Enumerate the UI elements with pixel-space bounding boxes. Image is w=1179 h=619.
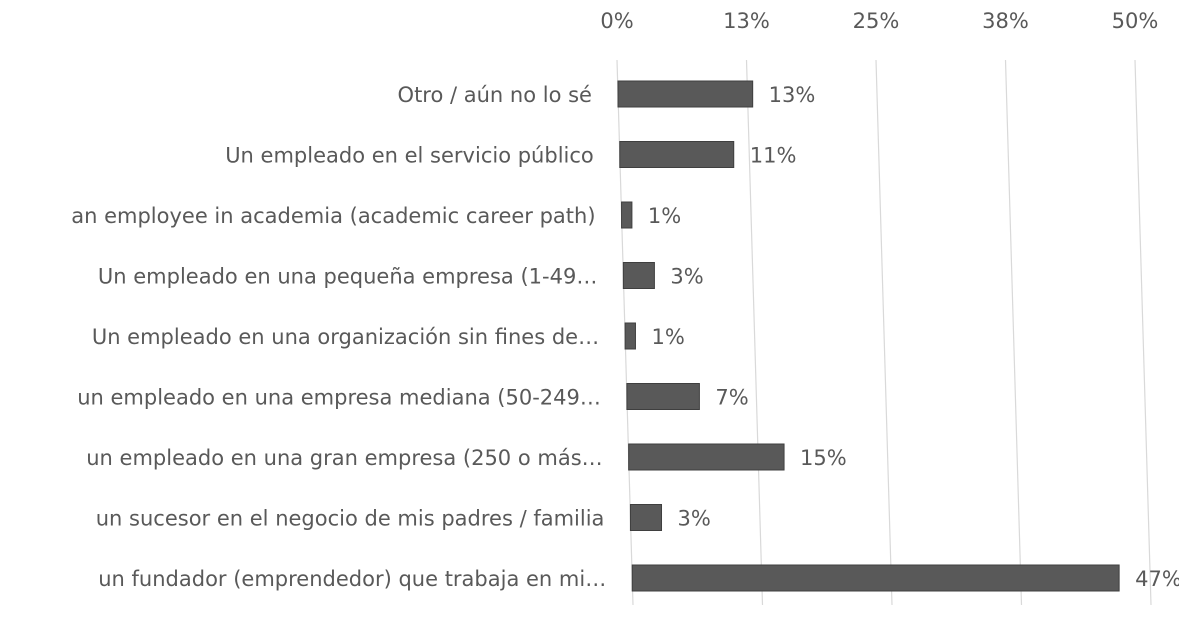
grid-line xyxy=(745,59,764,606)
data-label: 15% xyxy=(800,446,847,470)
x-tick-label: 38% xyxy=(982,9,1029,33)
x-tick-label: 0% xyxy=(600,9,633,33)
bar xyxy=(631,564,1120,592)
data-label: 3% xyxy=(670,265,703,289)
data-label: 1% xyxy=(648,204,681,228)
data-label: 3% xyxy=(678,507,711,531)
data-label: 13% xyxy=(769,83,816,107)
y-tick-label: an employee in academia (academic career… xyxy=(71,204,595,228)
x-tick-label: 25% xyxy=(853,9,900,33)
bar xyxy=(622,262,655,289)
y-tick-label: un sucesor en el negocio de mis padres /… xyxy=(96,507,605,531)
data-label: 1% xyxy=(651,325,684,349)
y-tick-label: Otro / aún no lo sé xyxy=(398,83,592,107)
grid-line xyxy=(1004,59,1023,606)
grid-line xyxy=(1134,59,1152,606)
data-label: 47% xyxy=(1135,567,1179,591)
bar xyxy=(617,80,754,108)
y-tick-label: un empleado en una gran empresa (250 o m… xyxy=(86,446,602,470)
x-tick-label: 13% xyxy=(723,9,770,33)
y-tick-label: Un empleado en el servicio público xyxy=(225,144,594,168)
y-tick-label: Un empleado en una organización sin fine… xyxy=(92,325,599,349)
x-tick-label: 50% xyxy=(1112,9,1159,33)
bar xyxy=(629,504,663,531)
y-tick-label: Un empleado en una pequeña empresa (1-49… xyxy=(98,265,597,289)
grid-line xyxy=(875,59,893,606)
bar xyxy=(619,141,735,168)
y-tick-label: un empleado en una empresa mediana (50-2… xyxy=(77,386,601,410)
bar xyxy=(621,201,633,229)
bar xyxy=(624,322,636,350)
bar xyxy=(628,443,785,471)
data-label: 11% xyxy=(750,144,797,168)
bar xyxy=(626,383,700,410)
y-tick-label: un fundador (emprendedor) que trabaja en… xyxy=(98,567,606,591)
data-label: 7% xyxy=(715,386,748,410)
